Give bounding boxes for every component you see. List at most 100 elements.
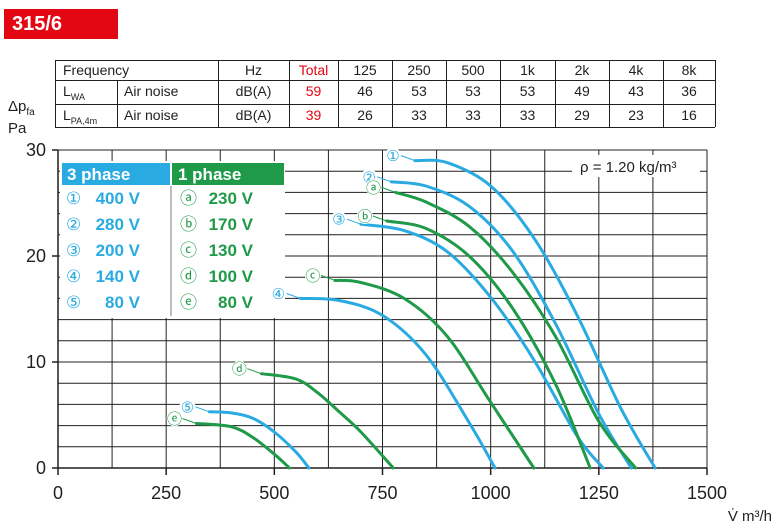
curve-marker-bg	[270, 285, 287, 302]
table-col-line-4	[392, 60, 393, 127]
legend-mark-1phase: ⓔ	[180, 293, 197, 313]
curve-marker-bg	[231, 360, 248, 377]
x-tick-label: 1000	[471, 483, 511, 503]
legend-label-3phase: 80 V	[105, 293, 141, 312]
curve-1phase-170v	[385, 219, 592, 470]
curve-marker-leader	[182, 418, 197, 424]
row-value: 33	[465, 107, 481, 123]
row-symbol: LWA	[63, 81, 85, 107]
curve-marker-bg	[304, 267, 321, 284]
curve-marker-leader	[376, 176, 392, 183]
curve-1phase-130v	[333, 278, 536, 470]
x-tick-label: 1250	[579, 483, 619, 503]
density-note: ρ = 1.20 kg/m³	[580, 159, 677, 176]
x-tick-label: 250	[151, 483, 181, 503]
table-col-line-9	[663, 60, 664, 127]
table-header-5: 500	[461, 62, 485, 78]
legend-mark-3phase: ①	[66, 189, 81, 209]
row-value: 23	[628, 107, 644, 123]
table-header-0: Frequency	[63, 62, 130, 78]
row-symbol: LPA,4m	[63, 105, 97, 131]
curve-marker-bg	[384, 147, 401, 164]
x-tick-label: 0	[53, 483, 63, 503]
legend-label-3phase: 280 V	[96, 215, 141, 234]
curve-1phase-230v	[394, 190, 638, 470]
y-axis-subscript: fa	[26, 107, 35, 118]
legend-mark-3phase: ④	[66, 267, 81, 287]
table-rule-2	[55, 104, 715, 105]
table-header-9: 8k	[681, 62, 697, 78]
row-value: 33	[519, 107, 536, 123]
curve-marker: ⓐ	[366, 179, 381, 197]
row-label: Air noise	[124, 83, 179, 99]
row-total: 39	[305, 107, 322, 123]
curve-marker-leader	[320, 274, 336, 281]
legend-mark-1phase: ⓒ	[180, 241, 197, 261]
legend-label-3phase: 400 V	[96, 189, 141, 208]
legend-label-3phase: 140 V	[96, 267, 141, 286]
curve-marker-bg	[356, 208, 373, 225]
table-header-8: 4k	[628, 62, 644, 78]
y-axis-symbol: Δp	[8, 98, 26, 115]
legend-header-1phase	[172, 163, 284, 185]
table-col-line-6	[500, 60, 501, 127]
table-col-line-0	[55, 60, 56, 127]
row-value: 26	[357, 107, 373, 123]
row-value: 33	[411, 107, 427, 123]
legend-label-1phase: 230 V	[209, 189, 254, 208]
row-value: 43	[628, 83, 644, 99]
table-col-line-10	[715, 60, 716, 127]
curve-3phase-80v	[207, 410, 311, 470]
row-symbol-letter: L	[63, 83, 71, 99]
y-tick-label: 0	[36, 458, 46, 478]
legend-label-1phase: 100 V	[209, 267, 254, 286]
curve-marker-leader	[286, 292, 301, 299]
legend-mark-1phase: ⓐ	[180, 189, 197, 209]
curve-marker: ⓔ	[167, 410, 182, 428]
row-value: 49	[574, 83, 590, 99]
curve-marker-leader	[195, 406, 210, 413]
row-value: 53	[465, 83, 481, 99]
table-header-3: 125	[353, 62, 377, 78]
y-axis-label: Δpfa	[8, 98, 35, 118]
curve-marker-bg	[179, 398, 196, 415]
model-title: 315/6	[4, 9, 118, 39]
curve-marker-bg	[330, 211, 347, 228]
curve-marker: ④	[272, 285, 285, 303]
legend-panel	[60, 161, 285, 318]
x-tick-label: 500	[259, 483, 289, 503]
legend-header-3phase	[62, 163, 170, 185]
curve-marker-leader	[247, 368, 262, 375]
legend-label-3phase: 200 V	[96, 241, 141, 260]
curve-marker: ⓑ	[357, 208, 372, 226]
y-tick-label: 10	[26, 352, 46, 372]
row-total: 59	[305, 83, 322, 99]
table-header-7: 2k	[574, 62, 590, 78]
curve-3phase-140v	[298, 296, 497, 470]
curve-3phase-400v	[413, 158, 657, 470]
curve-3phase-280v	[389, 180, 633, 470]
row-symbol-sub: PA,4m	[70, 115, 98, 126]
row-value: 36	[681, 83, 697, 99]
legend-label-1phase: 80 V	[218, 293, 254, 312]
legend-title-3phase: 3 phase	[67, 165, 130, 184]
legend-label-1phase: 170 V	[209, 215, 254, 234]
row-value: 53	[519, 83, 536, 99]
legend-label-1phase: 130 V	[209, 241, 254, 260]
row-symbol-sub: WA	[70, 91, 85, 102]
x-tick-label: 1500	[687, 483, 727, 503]
curve-marker-bg	[365, 179, 382, 196]
curve-marker-bg	[166, 410, 183, 427]
row-value: 53	[411, 83, 427, 99]
row-value: 16	[681, 107, 697, 123]
row-value: 46	[357, 83, 373, 99]
row-unit: dB(A)	[235, 107, 272, 123]
y-tick-label: 20	[26, 246, 46, 266]
y-tick-label: 30	[26, 140, 46, 160]
table-rule-0	[55, 60, 715, 61]
legend-title-1phase: 1 phase	[178, 165, 241, 184]
row-unit: dB(A)	[235, 83, 272, 99]
density-note-bg	[572, 155, 700, 177]
legend-mark-3phase: ②	[66, 215, 81, 235]
